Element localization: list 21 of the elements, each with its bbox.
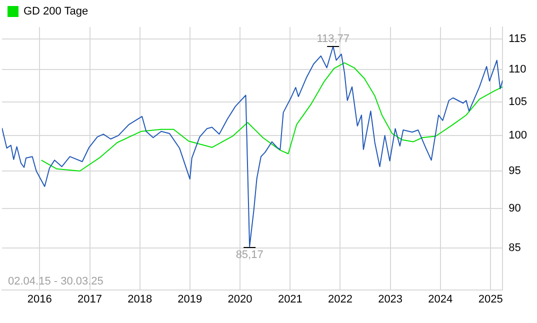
- y-tick-label: 85: [508, 242, 521, 254]
- x-tick-label: 2021: [278, 293, 302, 306]
- x-tick-label: 2023: [378, 293, 403, 306]
- y-tick-label: 105: [508, 96, 528, 108]
- x-tick-label: 2024: [428, 293, 453, 306]
- y-tick-label: 90: [508, 202, 521, 214]
- x-tick-label: 2020: [228, 293, 252, 306]
- annotation: 85,17: [236, 249, 264, 262]
- y-tick-label: 115: [508, 32, 526, 45]
- x-tick-label: 2019: [178, 293, 202, 306]
- x-tick-label: 2022: [328, 293, 352, 306]
- x-tick-label: 2016: [27, 293, 52, 306]
- annotation: 02.04.15 - 30.03.25: [8, 275, 104, 288]
- y-tick-label: 110: [508, 64, 526, 76]
- y-tick-label: 95: [508, 165, 521, 178]
- x-tick-label: 2025: [478, 293, 503, 306]
- x-tick-label: 2017: [78, 293, 102, 306]
- y-tick-label: 100: [508, 130, 528, 142]
- annotation: 113,77: [316, 32, 350, 45]
- legend-label: GD 200 Tage: [24, 6, 88, 18]
- x-tick-label: 2018: [128, 293, 152, 306]
